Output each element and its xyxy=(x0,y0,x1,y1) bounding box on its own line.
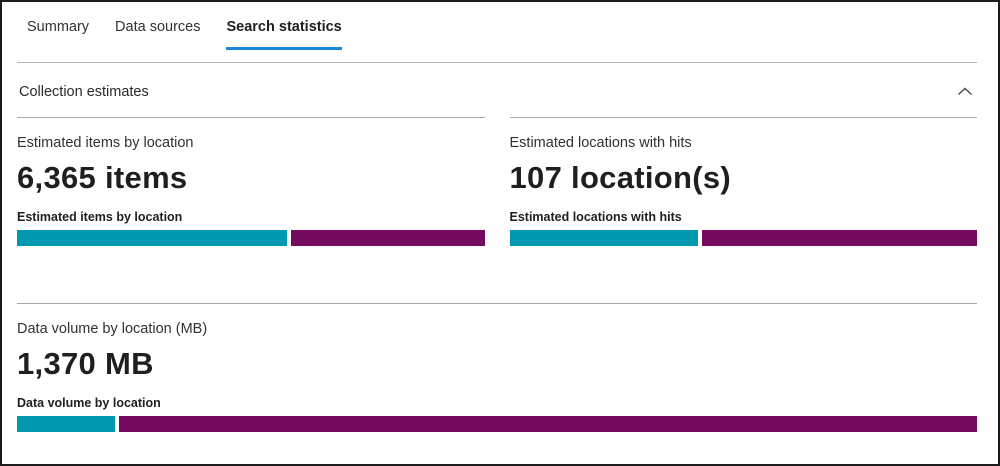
card-label: Data volume by location (MB) xyxy=(17,321,208,337)
tab-data-sources[interactable]: Data sources xyxy=(115,16,200,50)
collection-estimates-header: Collection estimates xyxy=(17,63,977,117)
chart-label: Data volume by location xyxy=(17,396,161,410)
magenta-segment xyxy=(118,416,977,432)
tab-bar: Summary Data sources Search statistics xyxy=(27,16,977,50)
chart-label: Estimated locations with hits xyxy=(509,210,682,224)
search-statistics-page: Summary Data sources Search statistics C… xyxy=(2,16,998,432)
tabbar-divider xyxy=(17,62,977,63)
card-estimated-items: Estimated items by location 6,365 items … xyxy=(17,117,485,246)
estimate-cards-row: Estimated items by location 6,365 items … xyxy=(17,117,977,246)
stacked-bar-estimated-items xyxy=(17,230,485,246)
data-volume-section: Data volume by location (MB) 1,370 MB Da… xyxy=(17,303,977,432)
chevron-up-icon xyxy=(957,84,973,99)
collapse-section-button[interactable] xyxy=(953,82,977,101)
card-data-volume: Data volume by location (MB) 1,370 MB Da… xyxy=(17,303,977,432)
tab-summary[interactable]: Summary xyxy=(27,16,89,50)
magenta-segment xyxy=(290,230,485,246)
section-title: Collection estimates xyxy=(19,83,149,100)
card-value: 107 location(s) xyxy=(509,160,732,195)
stacked-bar-estimated-locations xyxy=(509,230,977,246)
teal-segment xyxy=(17,416,115,432)
card-label: Estimated items by location xyxy=(17,135,194,151)
card-value: 1,370 MB xyxy=(17,346,154,381)
stacked-bar-data-volume xyxy=(17,416,977,432)
tab-search-statistics[interactable]: Search statistics xyxy=(226,16,342,50)
teal-segment xyxy=(509,230,698,246)
teal-segment xyxy=(17,230,287,246)
card-label: Estimated locations with hits xyxy=(509,135,692,151)
card-value: 6,365 items xyxy=(17,160,188,195)
card-estimated-locations: Estimated locations with hits 107 locati… xyxy=(509,117,977,246)
chart-label: Estimated items by location xyxy=(17,210,183,224)
magenta-segment xyxy=(701,230,977,246)
